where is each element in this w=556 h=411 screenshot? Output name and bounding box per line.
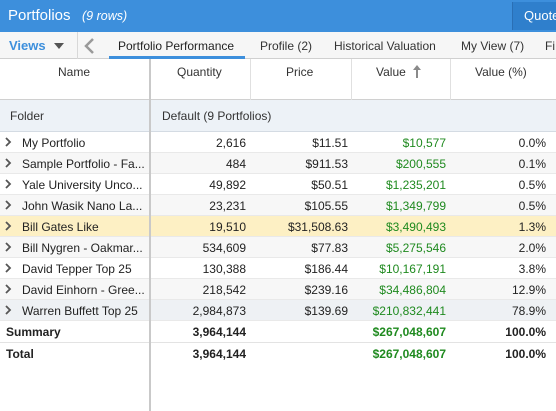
folder-group-row: Folder Default (9 Portfolios) (0, 100, 556, 132)
value-pct-cell: 0.5% (518, 178, 546, 192)
price-cell: $11.51 (312, 136, 348, 150)
price-cell: $50.51 (311, 178, 348, 192)
portfolio-name: Warren Buffett Top 25 (22, 304, 138, 318)
chevron-right-icon[interactable] (5, 242, 12, 252)
table-row[interactable]: John Wasik Nano La... 23,231 $105.55 $1,… (0, 195, 556, 216)
total-value: $267,048,607 (372, 347, 446, 361)
chevron-right-icon[interactable] (5, 200, 12, 210)
value-cell: $1,235,201 (385, 178, 446, 192)
value-cell: $10,167,191 (379, 262, 446, 276)
portfolio-name: Bill Gates Like (22, 220, 99, 234)
chevron-right-icon[interactable] (5, 263, 12, 273)
quantity-cell: 2,984,873 (192, 304, 246, 318)
window-title: Portfolios (8, 7, 71, 24)
frozen-column-splitter[interactable] (149, 59, 151, 411)
tab-portfolio-performance[interactable]: Portfolio Performance (118, 39, 235, 53)
portfolio-name: David Einhorn - Gree... (22, 283, 145, 297)
view-tab-bar: Views Portfolio Performance Profile (2) … (0, 32, 556, 59)
value-cell: $3,490,493 (385, 220, 446, 234)
portfolio-name: David Tepper Top 25 (22, 262, 132, 276)
total-value-pct: 100.0% (505, 347, 546, 361)
value-cell: $10,577 (402, 136, 446, 150)
quantity-cell: 49,892 (209, 178, 246, 192)
value-pct-cell: 0.1% (518, 157, 546, 171)
price-cell: $911.53 (305, 157, 349, 171)
column-header-quantity[interactable]: Quantity (150, 59, 251, 100)
table-row[interactable]: Sample Portfolio - Fa... 484 $911.53 $20… (0, 153, 556, 174)
tab-historical-valuation[interactable]: Historical Valuation (334, 39, 436, 53)
row-count: (9 rows) (82, 9, 128, 23)
total-row: Total 3,964,144 $267,048,607 100.0% (0, 342, 556, 363)
summary-value: $267,048,607 (372, 325, 446, 339)
chevron-down-icon (54, 43, 64, 49)
value-pct-cell: 12.9% (511, 283, 546, 297)
total-label: Total (6, 347, 34, 361)
summary-label: Summary (6, 325, 61, 339)
column-header-value-pct[interactable]: Value (%) (475, 65, 527, 79)
tab-profile[interactable]: Profile (2) (260, 39, 313, 53)
value-pct-cell: 0.0% (518, 136, 546, 150)
value-cell: $5,275,546 (385, 241, 446, 255)
value-pct-cell: 3.8% (518, 262, 546, 276)
summary-value-pct: 100.0% (505, 325, 546, 339)
quantity-cell: 484 (225, 157, 246, 171)
portfolio-name: Yale University Unco... (22, 178, 143, 192)
tab-my-view[interactable]: My View (7) (461, 39, 525, 53)
chevron-right-icon[interactable] (5, 158, 12, 168)
folder-label: Folder (10, 109, 45, 123)
table-row[interactable]: Warren Buffett Top 25 2,984,873 $139.69 … (0, 300, 556, 321)
table-row[interactable]: Bill Nygren - Oakmar... 534,609 $77.83 $… (0, 237, 556, 258)
window-titlebar: Portfolios (9 rows) Quote (0, 0, 556, 32)
value-pct-cell: 78.9% (511, 304, 546, 318)
quote-button[interactable]: Quote (512, 2, 556, 30)
views-dropdown[interactable]: Views (0, 32, 78, 59)
summary-quantity: 3,964,144 (192, 325, 246, 339)
table-row-selected[interactable]: Bill Gates Like 19,510 $31,508.63 $3,490… (0, 216, 556, 237)
quantity-cell: 130,388 (202, 262, 246, 276)
quantity-cell: 534,609 (202, 241, 246, 255)
column-header-price[interactable]: Price (251, 59, 352, 100)
quantity-cell: 218,542 (202, 283, 246, 297)
chevron-right-icon[interactable] (5, 179, 12, 189)
quantity-cell: 2,616 (215, 136, 246, 150)
value-cell: $1,349,799 (385, 199, 446, 213)
portfolio-name: Sample Portfolio - Fa... (22, 157, 145, 171)
chevron-right-icon[interactable] (5, 305, 12, 315)
views-label: Views (9, 38, 46, 53)
value-pct-cell: 0.5% (518, 199, 546, 213)
value-cell: $200,555 (395, 157, 446, 171)
chevron-right-icon[interactable] (5, 221, 12, 231)
portfolio-name: Bill Nygren - Oakmar... (22, 241, 143, 255)
value-pct-cell: 1.3% (518, 220, 546, 234)
scroll-left-icon[interactable] (82, 37, 98, 55)
value-cell: $210,832,441 (372, 304, 446, 318)
table-row[interactable]: David Tepper Top 25 130,388 $186.44 $10,… (0, 258, 556, 279)
chevron-right-icon[interactable] (5, 284, 12, 294)
table-row[interactable]: Yale University Unco... 49,892 $50.51 $1… (0, 174, 556, 195)
price-cell: $239.16 (304, 283, 348, 297)
chevron-right-icon[interactable] (5, 137, 12, 147)
table-row[interactable]: My Portfolio 2,616 $11.51 $10,577 0.0% (0, 132, 556, 153)
price-cell: $186.44 (304, 262, 348, 276)
sort-ascending-icon (413, 65, 421, 78)
price-cell: $31,508.63 (287, 220, 348, 234)
value-cell: $34,486,804 (379, 283, 446, 297)
value-pct-cell: 2.0% (518, 241, 546, 255)
column-header-row: Name Quantity Price Value Value (%) (0, 59, 556, 100)
column-header-name[interactable]: Name (0, 59, 150, 100)
price-cell: $105.55 (304, 199, 348, 213)
quantity-cell: 19,510 (209, 220, 246, 234)
portfolio-name: John Wasik Nano La... (22, 199, 143, 213)
folder-group-name: Default (9 Portfolios) (162, 109, 272, 123)
price-cell: $77.83 (311, 241, 348, 255)
quantity-cell: 23,231 (209, 199, 246, 213)
summary-row: Summary 3,964,144 $267,048,607 100.0% (0, 321, 556, 342)
portfolio-name: My Portfolio (22, 136, 86, 150)
price-cell: $139.69 (304, 304, 348, 318)
tab-fi[interactable]: Fi (545, 39, 555, 53)
active-tab-indicator (109, 56, 245, 59)
table-row[interactable]: David Einhorn - Gree... 218,542 $239.16 … (0, 279, 556, 300)
total-quantity: 3,964,144 (192, 347, 246, 361)
column-header-value[interactable]: Value (352, 59, 451, 100)
